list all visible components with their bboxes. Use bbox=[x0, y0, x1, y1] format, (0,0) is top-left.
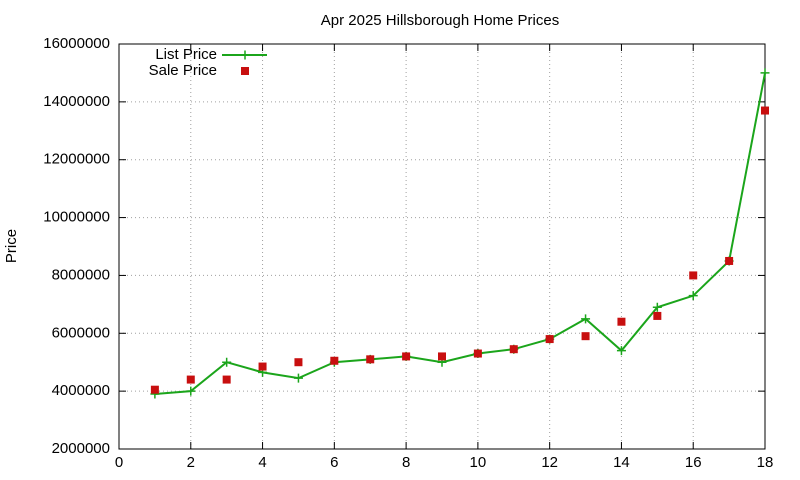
point-marker bbox=[652, 302, 662, 312]
y-tick-label: 14000000 bbox=[43, 93, 110, 110]
point-marker bbox=[222, 375, 231, 384]
y-tick-label: 6000000 bbox=[52, 324, 110, 341]
x-tick-label: 2 bbox=[187, 454, 195, 471]
point-marker bbox=[366, 355, 375, 364]
point-marker bbox=[689, 271, 698, 280]
point-marker bbox=[617, 317, 626, 326]
point-marker bbox=[616, 346, 626, 356]
x-tick-label: 4 bbox=[258, 454, 266, 471]
point-marker bbox=[761, 106, 769, 115]
y-tick-label: 2000000 bbox=[52, 440, 110, 457]
point-marker bbox=[760, 68, 770, 78]
point-marker bbox=[186, 386, 196, 396]
y-axis-label: Price bbox=[3, 229, 20, 263]
legend-label: List Price bbox=[155, 46, 217, 63]
point-marker bbox=[688, 291, 698, 301]
point-marker bbox=[509, 345, 518, 354]
x-tick-label: 0 bbox=[115, 454, 123, 471]
y-tick-label: 8000000 bbox=[52, 266, 110, 283]
y-tick-label: 16000000 bbox=[43, 35, 110, 52]
point-marker bbox=[473, 349, 482, 358]
point-marker bbox=[581, 314, 591, 324]
chart-title: Apr 2025 Hillsborough Home Prices bbox=[321, 12, 559, 29]
x-tick-label: 14 bbox=[613, 454, 630, 471]
point-marker bbox=[294, 358, 303, 367]
point-marker bbox=[725, 256, 734, 265]
y-tick-label: 12000000 bbox=[43, 151, 110, 168]
point-marker bbox=[653, 311, 662, 320]
x-tick-label: 8 bbox=[402, 454, 410, 471]
plot-frame bbox=[118, 43, 766, 450]
x-tick-label: 12 bbox=[541, 454, 558, 471]
legend-marker bbox=[240, 50, 250, 60]
x-tick-label: 10 bbox=[470, 454, 487, 471]
point-marker bbox=[545, 335, 554, 344]
point-marker bbox=[293, 373, 303, 383]
x-tick-label: 6 bbox=[330, 454, 338, 471]
point-marker bbox=[402, 352, 411, 361]
y-tick-label: 10000000 bbox=[43, 209, 110, 226]
legend-marker bbox=[241, 67, 249, 75]
point-marker bbox=[150, 385, 159, 394]
series-line bbox=[154, 72, 766, 396]
point-marker bbox=[438, 352, 446, 361]
point-marker bbox=[258, 362, 267, 371]
point-marker bbox=[186, 375, 195, 384]
point-marker bbox=[330, 356, 339, 365]
point-marker bbox=[581, 332, 590, 341]
x-tick-label: 18 bbox=[757, 454, 774, 471]
point-marker bbox=[222, 357, 232, 367]
y-tick-label: 4000000 bbox=[52, 382, 110, 399]
x-tick-label: 16 bbox=[685, 454, 702, 471]
legend-label: Sale Price bbox=[149, 62, 217, 79]
